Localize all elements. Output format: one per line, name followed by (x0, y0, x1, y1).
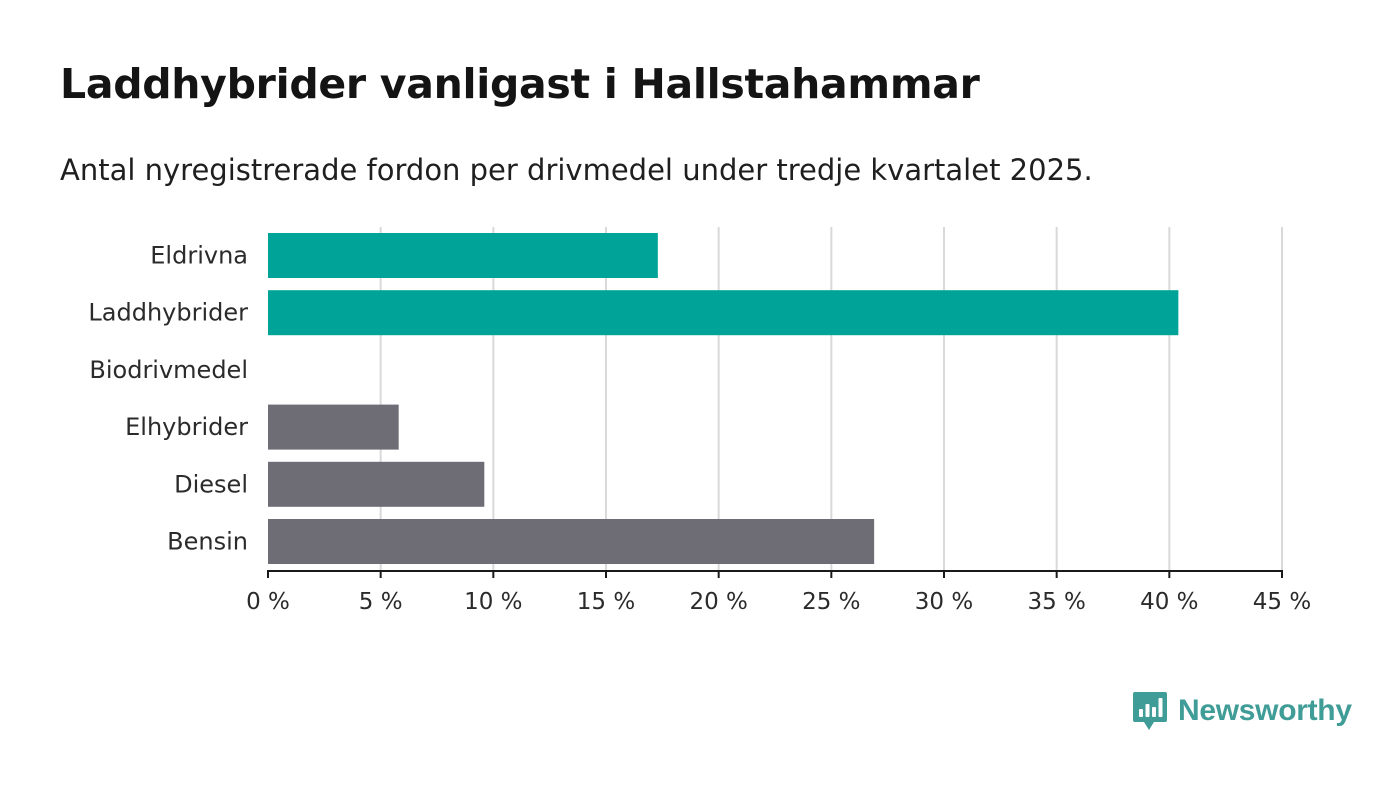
category-label: Diesel (174, 470, 248, 498)
x-tick-label: 5 % (359, 589, 403, 615)
category-label: Biodrivmedel (89, 356, 248, 384)
bars (268, 233, 1179, 564)
chart-subtitle: Antal nyregistrerade fordon per drivmede… (60, 153, 1093, 187)
x-tick-label: 15 % (577, 589, 635, 615)
chart-title: Laddhybrider vanligast i Hallstahammar (60, 60, 980, 108)
x-tick-label: 0 % (246, 589, 290, 615)
bar-bensin (268, 519, 875, 564)
x-tick-label: 45 % (1253, 589, 1311, 615)
bar-laddhybrider (268, 290, 1179, 336)
gridlines (379, 227, 1283, 571)
category-label: Elhybrider (125, 413, 248, 441)
category-label: Eldrivna (150, 242, 248, 270)
category-label: Bensin (167, 528, 248, 556)
newsworthy-icon (1133, 692, 1167, 730)
x-tick-label: 35 % (1027, 589, 1085, 615)
category-labels: Eldrivna Laddhybrider Biodrivmedel Elhybrid… (88, 242, 248, 556)
x-axis: 0 % 5 % 10 % 15 % 20 % 25 % 30 % 35 % 40 % 45 % (246, 570, 1311, 615)
x-tick-label: 40 % (1140, 589, 1198, 615)
bar-diesel (268, 461, 485, 507)
category-label: Laddhybrider (88, 299, 248, 327)
bar-eldrivna (268, 233, 658, 278)
bar-elhybrider (268, 404, 399, 450)
newsworthy-logo: Newsworthy (1132, 690, 1352, 732)
x-tick-label: 30 % (915, 589, 973, 615)
brand-name: Newsworthy (1178, 694, 1352, 727)
x-tick-label: 20 % (689, 589, 747, 615)
x-tick-label: 10 % (464, 589, 522, 615)
x-tick-label: 25 % (802, 589, 860, 615)
